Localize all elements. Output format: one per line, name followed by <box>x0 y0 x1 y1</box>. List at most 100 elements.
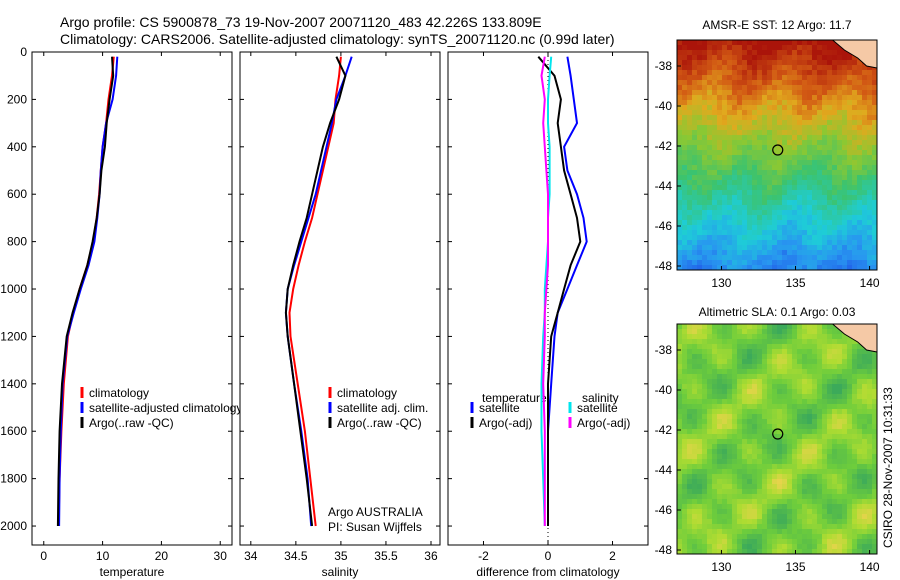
map-cell <box>837 394 843 400</box>
map-cell <box>762 55 768 61</box>
map-cell <box>697 444 703 450</box>
map-cell <box>742 55 748 61</box>
map-cell <box>872 424 878 430</box>
map-cell <box>817 175 823 181</box>
map-cell <box>802 524 808 530</box>
map-cell <box>702 359 708 365</box>
map-cell <box>777 549 783 555</box>
map-cell <box>767 474 773 480</box>
map-cell <box>702 509 708 515</box>
map-cell <box>727 140 733 146</box>
map-cell <box>712 349 718 355</box>
map-cell <box>712 379 718 385</box>
map-cell <box>807 45 813 51</box>
map-cell <box>802 235 808 241</box>
map-cell <box>687 200 693 206</box>
map-cell <box>832 329 838 335</box>
map-cell <box>822 215 828 221</box>
map-cell <box>772 364 778 370</box>
map-cell <box>807 494 813 500</box>
map-cell <box>842 434 848 440</box>
map-cell <box>787 389 793 395</box>
map-cell <box>867 175 873 181</box>
map-cell <box>772 359 778 365</box>
map-cell <box>847 514 853 520</box>
map-cell <box>767 65 773 71</box>
map-cell <box>767 255 773 261</box>
map-cell <box>702 205 708 211</box>
map-cell <box>762 50 768 56</box>
map-cell <box>692 145 698 151</box>
map-cell <box>732 504 738 510</box>
map-cell <box>777 544 783 550</box>
map-cell <box>752 195 758 201</box>
map-cell <box>847 399 853 405</box>
map-cell <box>712 399 718 405</box>
map-cell <box>677 549 683 555</box>
map-cell <box>732 474 738 480</box>
map-cell <box>727 185 733 191</box>
map-cell <box>792 349 798 355</box>
map-cell <box>837 140 843 146</box>
footer-timestamp: CSIRO 28-Nov-2007 10:31:33 <box>881 387 895 548</box>
map-cell <box>782 130 788 136</box>
map-cell <box>772 65 778 71</box>
map-cell <box>737 349 743 355</box>
map-cell <box>797 369 803 375</box>
map-cell <box>842 215 848 221</box>
map-cell <box>737 354 743 360</box>
map-cell <box>717 439 723 445</box>
map-cell <box>727 469 733 475</box>
map-cell <box>732 245 738 251</box>
map-cell <box>867 449 873 455</box>
map-cell <box>717 489 723 495</box>
map-cell <box>697 414 703 420</box>
map-cell <box>677 384 683 390</box>
map-cell <box>687 529 693 535</box>
map-cell <box>847 175 853 181</box>
map-cell <box>837 130 843 136</box>
map-cell <box>807 155 813 161</box>
map-cell <box>702 489 708 495</box>
map-cell <box>727 205 733 211</box>
map-cell <box>697 429 703 435</box>
map-cell <box>792 185 798 191</box>
map-cell <box>787 479 793 485</box>
map-cell <box>872 519 878 525</box>
map-cell <box>857 499 863 505</box>
sst-map-title: AMSR-E SST: 12 Argo: 11.7 <box>702 18 852 32</box>
map-cell <box>802 349 808 355</box>
map-cell <box>827 544 833 550</box>
map-cell <box>817 504 823 510</box>
map-cell <box>827 205 833 211</box>
map-cell <box>787 509 793 515</box>
map-cell <box>692 354 698 360</box>
map-cell <box>722 544 728 550</box>
map-cell <box>817 180 823 186</box>
map-cell <box>727 424 733 430</box>
map-cell <box>702 135 708 141</box>
map-cell <box>787 524 793 530</box>
map-cell <box>682 424 688 430</box>
map-cell <box>857 65 863 71</box>
map-cell <box>737 265 743 271</box>
map-cell <box>762 205 768 211</box>
map-cell <box>872 549 878 555</box>
map-cell <box>812 459 818 465</box>
map-cell <box>872 474 878 480</box>
map-cell <box>837 125 843 131</box>
map-cell <box>692 85 698 91</box>
map-cell <box>707 210 713 216</box>
map-cell <box>722 394 728 400</box>
map-cell <box>752 484 758 490</box>
map-cell <box>822 50 828 56</box>
map-cell <box>807 170 813 176</box>
map-cell <box>872 459 878 465</box>
map-cell <box>862 125 868 131</box>
map-cell <box>847 379 853 385</box>
map-cell <box>802 175 808 181</box>
map-cell <box>707 474 713 480</box>
map-cell <box>682 245 688 251</box>
map-cell <box>862 494 868 500</box>
map-cell <box>867 374 873 380</box>
